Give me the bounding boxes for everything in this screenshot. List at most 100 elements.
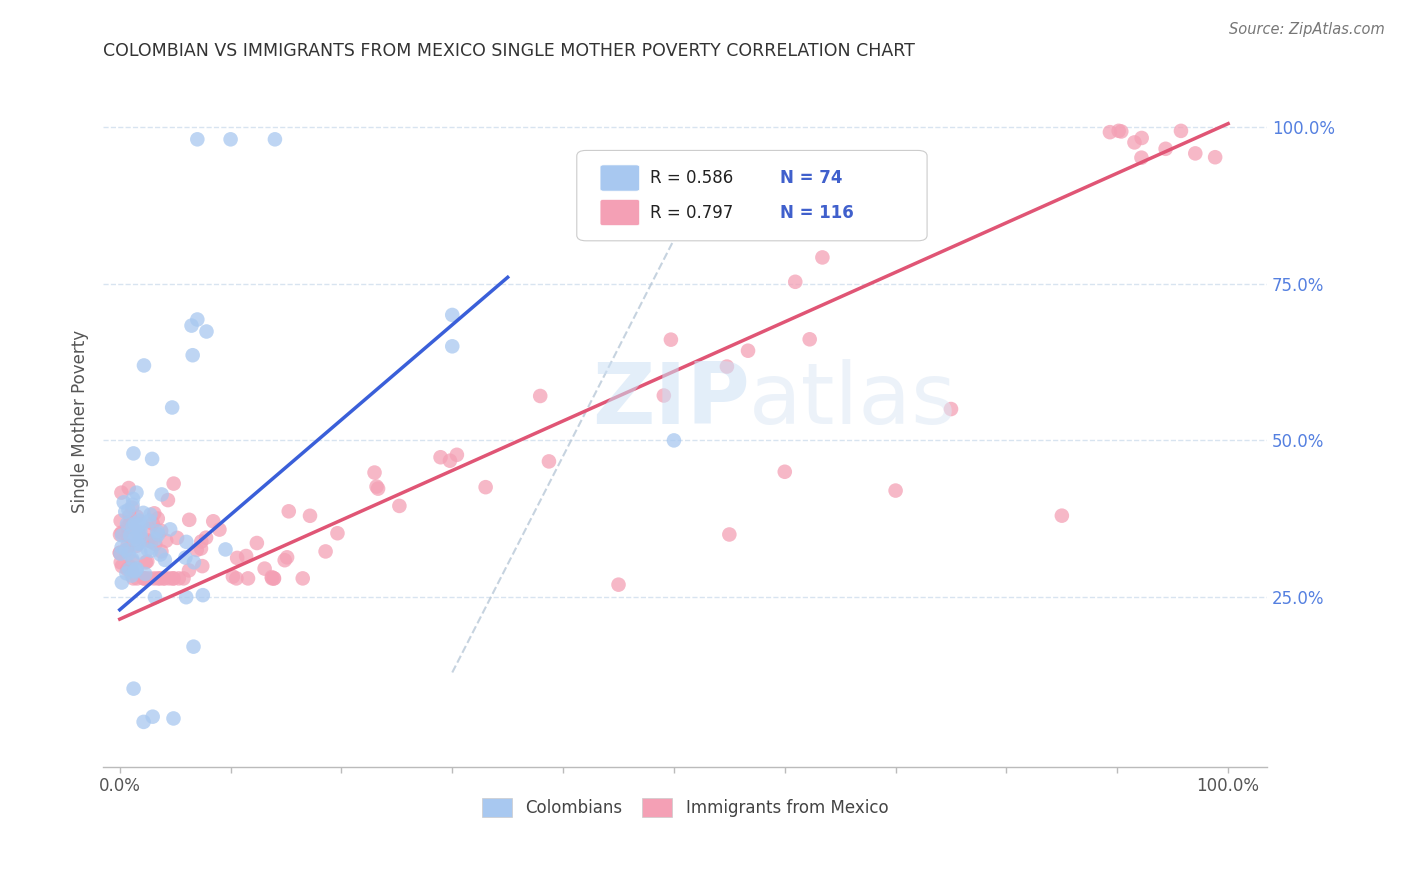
Point: [186, 132, 208, 146]
Point: [125, 509, 148, 524]
Point: [117, 528, 139, 542]
Point: [202, 514, 225, 528]
Point: [115, 566, 138, 581]
Point: [190, 534, 212, 549]
Point: [1130, 151, 1153, 165]
Point: [121, 519, 143, 533]
Point: [273, 553, 295, 567]
Point: [155, 533, 177, 548]
Point: [363, 466, 385, 480]
Point: [110, 547, 132, 561]
Point: [150, 487, 173, 501]
Point: [180, 318, 202, 333]
Point: [138, 522, 160, 536]
Point: [441, 339, 464, 353]
Point: [429, 450, 451, 465]
Point: [117, 562, 139, 576]
Point: [125, 561, 148, 575]
Point: [652, 388, 675, 402]
Point: [174, 591, 197, 605]
Point: [115, 543, 138, 558]
Point: [125, 485, 148, 500]
Point: [136, 554, 159, 568]
Point: [127, 571, 149, 585]
Point: [143, 506, 166, 520]
Point: [125, 539, 148, 553]
Point: [132, 714, 155, 729]
Point: [785, 275, 807, 289]
Point: [191, 588, 214, 602]
Point: [143, 571, 166, 585]
Point: [124, 564, 146, 578]
Point: [260, 570, 283, 584]
Point: [127, 524, 149, 539]
Point: [134, 566, 156, 581]
Point: [1123, 136, 1146, 150]
Point: [118, 547, 141, 561]
Point: [142, 709, 165, 723]
Point: [132, 506, 155, 520]
Point: [253, 561, 276, 575]
Point: [148, 527, 170, 541]
Point: [162, 711, 184, 725]
Point: [117, 519, 139, 533]
Point: [145, 532, 167, 546]
Point: [149, 548, 172, 562]
Point: [120, 515, 142, 529]
Point: [110, 555, 132, 569]
Point: [537, 454, 560, 468]
Point: [120, 560, 142, 574]
Point: [191, 559, 214, 574]
Point: [112, 495, 135, 509]
Point: [1204, 150, 1226, 164]
Point: [142, 516, 165, 531]
FancyBboxPatch shape: [600, 165, 640, 191]
Point: [235, 549, 257, 563]
Point: [139, 508, 162, 522]
Point: [162, 571, 184, 585]
Point: [121, 552, 143, 566]
Point: [177, 563, 200, 577]
Point: [529, 389, 551, 403]
Point: [131, 518, 153, 533]
Point: [659, 333, 682, 347]
Point: [1108, 124, 1130, 138]
Point: [367, 482, 389, 496]
Point: [1154, 142, 1177, 156]
Point: [264, 132, 287, 146]
Point: [226, 550, 249, 565]
Point: [1170, 124, 1192, 138]
Point: [183, 640, 205, 654]
Point: [276, 550, 298, 565]
FancyBboxPatch shape: [576, 151, 927, 241]
Point: [124, 563, 146, 577]
Point: [214, 542, 236, 557]
Point: [315, 544, 337, 558]
Point: [157, 571, 180, 585]
Point: [117, 539, 139, 553]
Point: [291, 571, 314, 585]
Point: [146, 511, 169, 525]
Point: [111, 575, 134, 590]
Point: [141, 543, 163, 558]
Point: [176, 534, 198, 549]
Point: [121, 568, 143, 582]
Point: [160, 401, 183, 415]
Legend: Colombians, Immigrants from Mexico: Colombians, Immigrants from Mexico: [475, 791, 894, 824]
Point: [143, 537, 166, 551]
Point: [129, 545, 152, 559]
Point: [179, 513, 201, 527]
Point: [260, 571, 283, 585]
Point: [441, 308, 464, 322]
Point: [118, 508, 141, 523]
Point: [884, 483, 907, 498]
Point: [128, 536, 150, 550]
Text: ZIP: ZIP: [592, 359, 749, 442]
Point: [718, 527, 741, 541]
Point: [108, 546, 131, 560]
Point: [446, 448, 468, 462]
Point: [225, 571, 247, 585]
Point: [128, 529, 150, 543]
Point: [163, 476, 186, 491]
Point: [122, 681, 145, 696]
